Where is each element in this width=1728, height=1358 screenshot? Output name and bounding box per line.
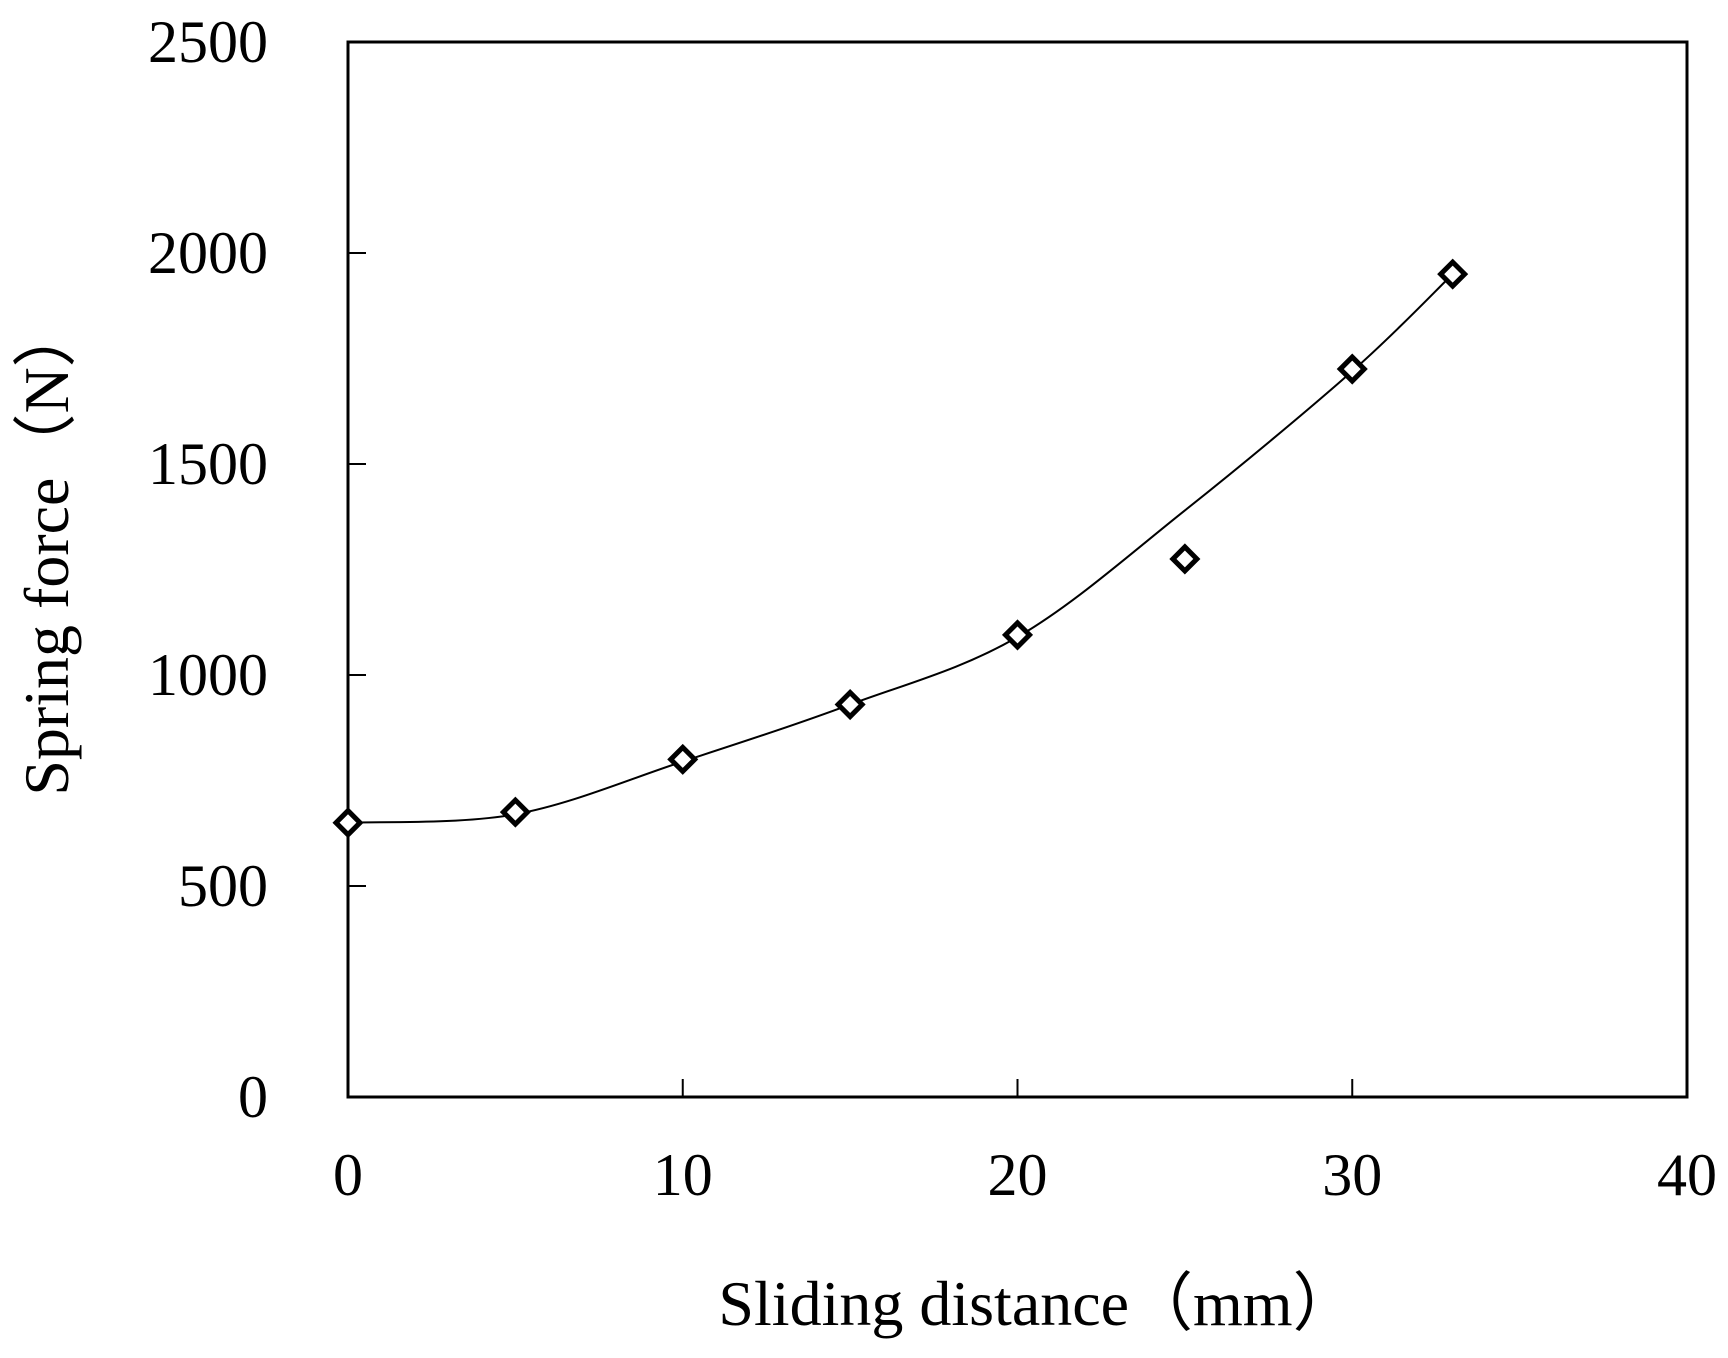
data-markers bbox=[332, 258, 1469, 839]
data-point bbox=[1336, 353, 1368, 385]
x-axis-ticks bbox=[347, 1079, 1688, 1097]
y-axis-tick-labels: 0 500 1000 1500 2000 2500 bbox=[148, 9, 268, 1130]
data-point bbox=[332, 807, 364, 839]
data-point bbox=[834, 689, 866, 721]
y-axis-title: Spring force（N） bbox=[11, 303, 82, 795]
y-axis-ticks bbox=[348, 41, 366, 1098]
data-point bbox=[667, 743, 699, 775]
y-tick-label: 2500 bbox=[148, 9, 268, 75]
data-point bbox=[499, 796, 531, 828]
fit-curve bbox=[347, 273, 1454, 824]
y-tick-label: 500 bbox=[178, 853, 268, 919]
y-tick-label: 0 bbox=[238, 1064, 268, 1130]
x-tick-label: 40 bbox=[1657, 1142, 1717, 1208]
y-tick-label: 1000 bbox=[148, 642, 268, 708]
x-tick-label: 30 bbox=[1322, 1142, 1382, 1208]
x-axis-title: Sliding distance（mm） bbox=[718, 1268, 1356, 1339]
y-tick-label: 2000 bbox=[148, 220, 268, 286]
x-axis-tick-labels: 0 10 20 30 40 bbox=[333, 1142, 1717, 1208]
data-point bbox=[1437, 258, 1469, 290]
x-tick-label: 0 bbox=[333, 1142, 363, 1208]
data-point bbox=[1169, 543, 1201, 575]
x-tick-label: 10 bbox=[653, 1142, 713, 1208]
data-point bbox=[1001, 619, 1034, 651]
plot-area-frame bbox=[346, 40, 1689, 1099]
x-tick-label: 20 bbox=[988, 1142, 1048, 1208]
y-tick-label: 1500 bbox=[148, 431, 268, 497]
